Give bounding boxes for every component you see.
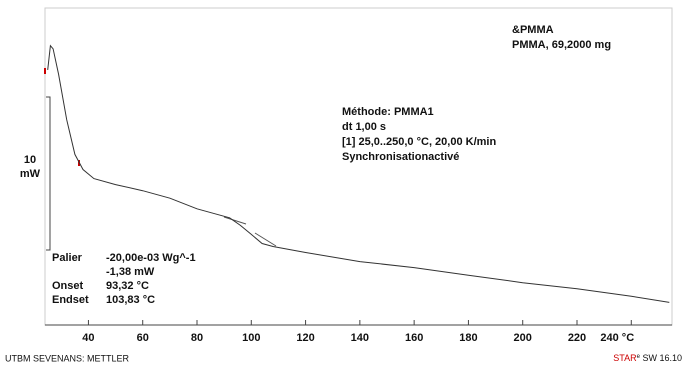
x-tick-label: 240 °C (600, 332, 634, 344)
scale-unit: mW (20, 168, 41, 180)
footer-right: STARe SW 16.10 (613, 353, 682, 363)
scale-bar (46, 96, 51, 251)
result-value: 93,32 °C (106, 280, 149, 292)
curve (47, 44, 670, 303)
x-tick-label: 220 (568, 332, 586, 344)
marker (44, 68, 46, 74)
sample-name: &PMMA (512, 24, 554, 36)
result-label: Endset (52, 294, 89, 306)
scale-value: 10 (24, 154, 36, 166)
result-value: -1,38 mW (106, 266, 155, 278)
footer-left: UTBM SEVENANS: METTLER (5, 353, 130, 363)
tangent (254, 232, 277, 247)
method-line: dt 1,00 s (342, 121, 386, 133)
x-tick-label: 80 (191, 332, 203, 344)
result-value: 103,83 °C (106, 294, 155, 306)
method-line: [1] 25,0..250,0 °C, 20,00 K/min (342, 136, 496, 148)
star-e: e (637, 354, 641, 360)
x-tick-label: 120 (296, 332, 314, 344)
result-label: Palier (52, 252, 83, 264)
tangent (223, 216, 247, 225)
x-tick-label: 160 (405, 332, 423, 344)
x-tick-label: 40 (82, 332, 94, 344)
x-tick-label: 100 (242, 332, 260, 344)
sample-mass: PMMA, 69,2000 mg (512, 39, 611, 51)
star: STAR (613, 353, 637, 363)
x-tick-label: 200 (514, 332, 532, 344)
method-line: Synchronisationactivé (342, 151, 459, 163)
x-tick-label: 60 (137, 332, 149, 344)
x-tick-label: 180 (459, 332, 477, 344)
result-label: Onset (52, 280, 84, 292)
software: SW 16.10 (640, 353, 682, 363)
result-value: -20,00e-03 Wg^-1 (106, 252, 196, 264)
x-tick-label: 140 (351, 332, 369, 344)
method-line: Méthode: PMMA1 (342, 106, 434, 118)
